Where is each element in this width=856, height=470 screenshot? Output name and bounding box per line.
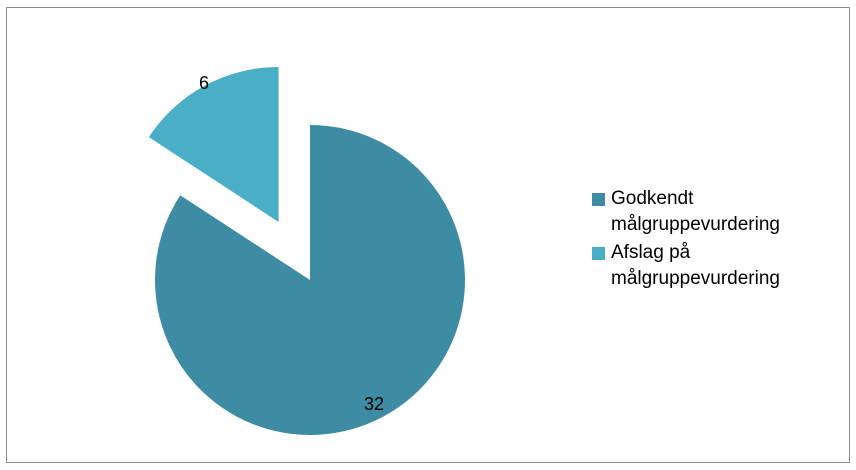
pie-slice-afslag	[148, 66, 279, 222]
data-label-afslag: 6	[199, 73, 209, 93]
legend-label-line2: målgruppevurdering	[611, 214, 780, 235]
legend-label-line1: Afslag på	[611, 242, 691, 263]
legend-label-afslag: Afslag på målgruppevurdering	[611, 240, 780, 292]
pie-slice-godkendt	[155, 125, 465, 435]
legend-swatch-afslag	[592, 247, 605, 260]
legend-label-godkendt: Godkendt målgruppevurdering	[611, 186, 780, 238]
legend-item-godkendt: Godkendt målgruppevurdering	[592, 186, 842, 238]
legend: Godkendt målgruppevurdering Afslag på må…	[592, 186, 842, 294]
data-label-godkendt: 32	[364, 394, 384, 414]
legend-label-line1: Godkendt	[611, 188, 694, 209]
legend-label-line2: målgruppevurdering	[611, 268, 780, 289]
legend-item-afslag: Afslag på målgruppevurdering	[592, 240, 842, 292]
legend-swatch-godkendt	[592, 193, 605, 206]
